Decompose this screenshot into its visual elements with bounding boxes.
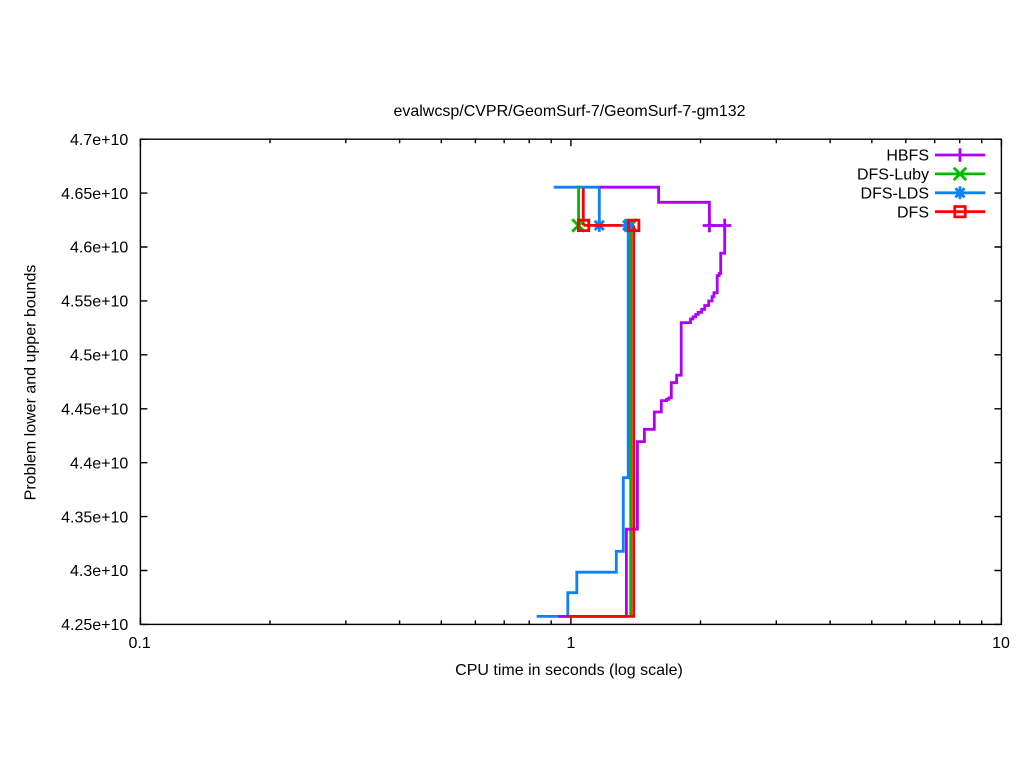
svg-text:DFS: DFS [897,204,929,221]
svg-text:4.65e+10: 4.65e+10 [61,186,128,203]
svg-text:CPU time in seconds (log scale: CPU time in seconds (log scale) [455,662,683,679]
svg-text:0.1: 0.1 [128,635,150,652]
svg-text:1: 1 [566,635,575,652]
svg-text:4.25e+10: 4.25e+10 [61,617,128,634]
svg-text:4.45e+10: 4.45e+10 [61,402,128,419]
svg-text:4.35e+10: 4.35e+10 [61,509,128,526]
svg-text:4.7e+10: 4.7e+10 [70,132,128,149]
svg-text:DFS-LDS: DFS-LDS [861,186,929,203]
svg-text:10: 10 [992,635,1010,652]
svg-text:evalwcsp/CVPR/GeomSurf-7/GeomS: evalwcsp/CVPR/GeomSurf-7/GeomSurf-7-gm13… [393,103,745,120]
svg-text:4.6e+10: 4.6e+10 [70,240,128,257]
svg-text:4.5e+10: 4.5e+10 [70,348,128,365]
svg-text:Problem lower and upper bounds: Problem lower and upper bounds [23,265,40,501]
svg-text:4.55e+10: 4.55e+10 [61,294,128,311]
svg-text:HBFS: HBFS [886,148,929,165]
svg-text:4.4e+10: 4.4e+10 [70,455,128,472]
svg-text:4.3e+10: 4.3e+10 [70,563,128,580]
svg-text:DFS-Luby: DFS-Luby [857,167,929,184]
